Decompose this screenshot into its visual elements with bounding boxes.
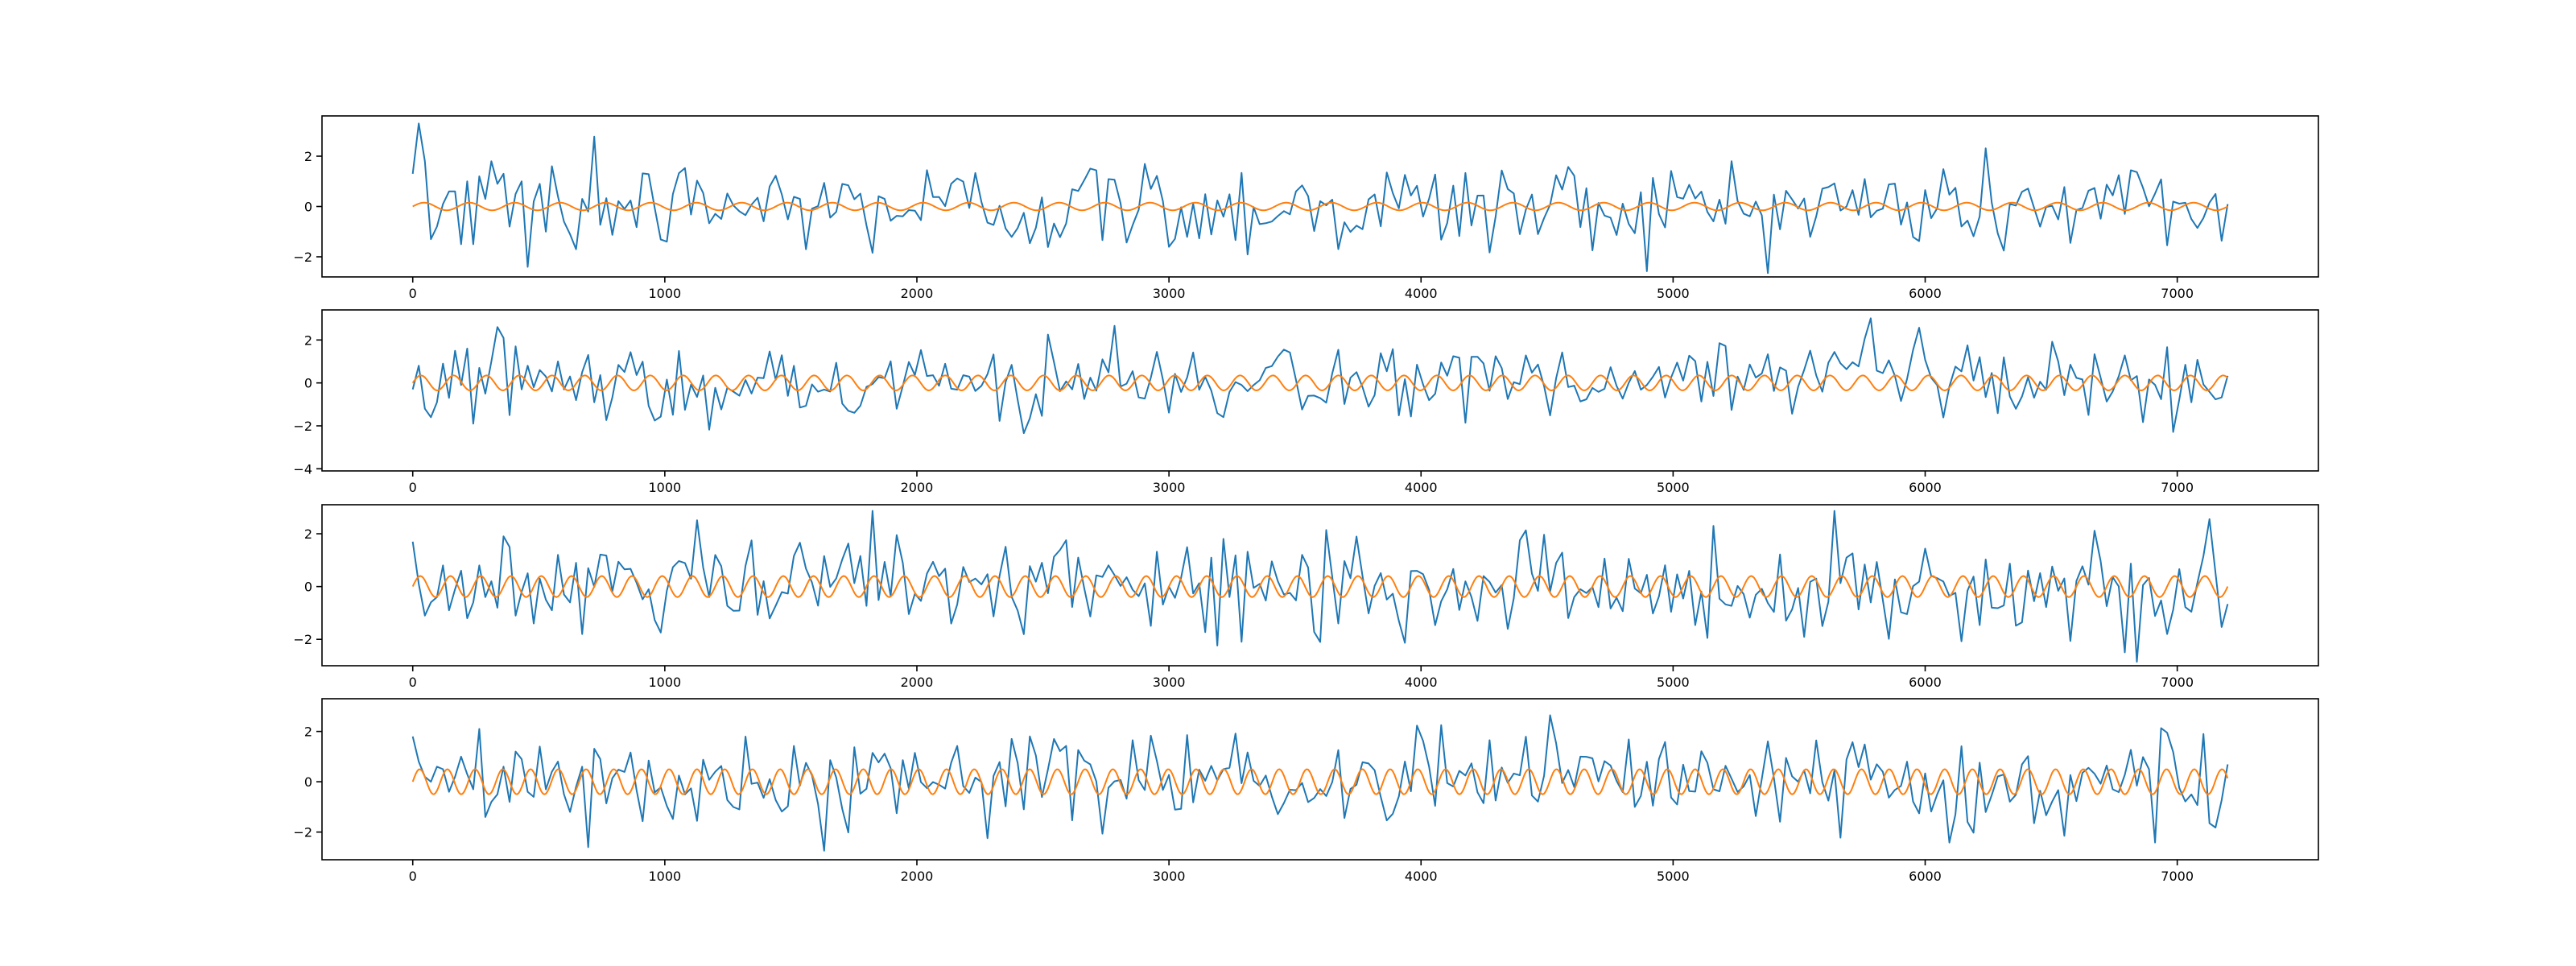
y-tick-label: −2 <box>293 632 312 647</box>
x-tick-label: 5000 <box>1657 286 1690 301</box>
x-tick-label: 0 <box>409 869 417 884</box>
x-tick-label: 4000 <box>1405 286 1438 301</box>
axes-frame <box>321 115 2319 278</box>
y-tick-label: 2 <box>304 526 312 542</box>
series-line-1 <box>411 122 2229 275</box>
subplot-4: 0 1000 2000 3000 4000 5000 6000 7000 −2 0 2 <box>293 698 2319 884</box>
series-line-2 <box>411 768 2229 795</box>
x-tick-label: 2000 <box>901 286 934 301</box>
series-line-1 <box>411 510 2229 663</box>
x-tick-label: 5000 <box>1657 869 1690 884</box>
y-tick-label: 0 <box>304 200 312 215</box>
axes-frame <box>321 504 2319 667</box>
x-tick-label: 4000 <box>1405 480 1438 495</box>
x-tick-label: 1000 <box>648 869 681 884</box>
x-tick-label: 1000 <box>648 286 681 301</box>
x-tick-label: 2000 <box>901 480 934 495</box>
x-tick-label: 1000 <box>648 480 681 495</box>
y-tick-label: 2 <box>304 149 312 164</box>
y-tick-label: 0 <box>304 580 312 595</box>
x-tick-label: 2000 <box>901 675 934 690</box>
axes-frame <box>321 309 2319 472</box>
series-line-2 <box>411 575 2229 598</box>
x-tick-label: 7000 <box>2161 480 2194 495</box>
x-tick-label: 3000 <box>1153 286 1186 301</box>
x-tick-label: 5000 <box>1657 480 1690 495</box>
y-tick-label: 0 <box>304 376 312 391</box>
y-tick-label: −2 <box>293 825 312 840</box>
x-tick-label: 7000 <box>2161 869 2194 884</box>
series-line-2 <box>412 201 2228 212</box>
x-tick-label: 0 <box>409 675 417 690</box>
x-tick-label: 7000 <box>2161 286 2194 301</box>
x-tick-label: 6000 <box>1909 480 1942 495</box>
x-tick-label: 3000 <box>1153 675 1186 690</box>
y-tick-label: 2 <box>304 724 312 740</box>
x-tick-label: 4000 <box>1405 675 1438 690</box>
x-tick-label: 6000 <box>1909 869 1942 884</box>
x-tick-label: 3000 <box>1153 480 1186 495</box>
subplot-3: 0 1000 2000 3000 4000 5000 6000 7000 −2 0 2 <box>293 504 2319 690</box>
x-tick-label: 5000 <box>1657 675 1690 690</box>
x-tick-label: 0 <box>409 480 417 495</box>
y-tick-label: 0 <box>304 774 312 790</box>
x-tick-label: 6000 <box>1909 286 1942 301</box>
series-line-2 <box>411 374 2228 391</box>
y-tick-label: 2 <box>304 332 312 348</box>
subplot-1: 0 1000 2000 3000 4000 5000 6000 7000 −2 0 2 <box>293 115 2319 301</box>
x-tick-label: 3000 <box>1153 869 1186 884</box>
axes-frame <box>321 698 2319 861</box>
x-tick-label: 7000 <box>2161 675 2194 690</box>
x-tick-label: 4000 <box>1405 869 1438 884</box>
series-line-1 <box>411 714 2229 852</box>
y-tick-label: −2 <box>293 419 312 434</box>
x-tick-label: 0 <box>409 286 417 301</box>
y-tick-label: −2 <box>293 250 312 265</box>
x-tick-label: 2000 <box>901 869 934 884</box>
x-tick-label: 1000 <box>648 675 681 690</box>
subplot-2: 0 1000 2000 3000 4000 5000 6000 7000 −4 −2 0 2 <box>293 309 2319 495</box>
y-tick-label: −4 <box>293 461 312 477</box>
series-line-1 <box>411 317 2229 435</box>
x-tick-label: 6000 <box>1909 675 1942 690</box>
